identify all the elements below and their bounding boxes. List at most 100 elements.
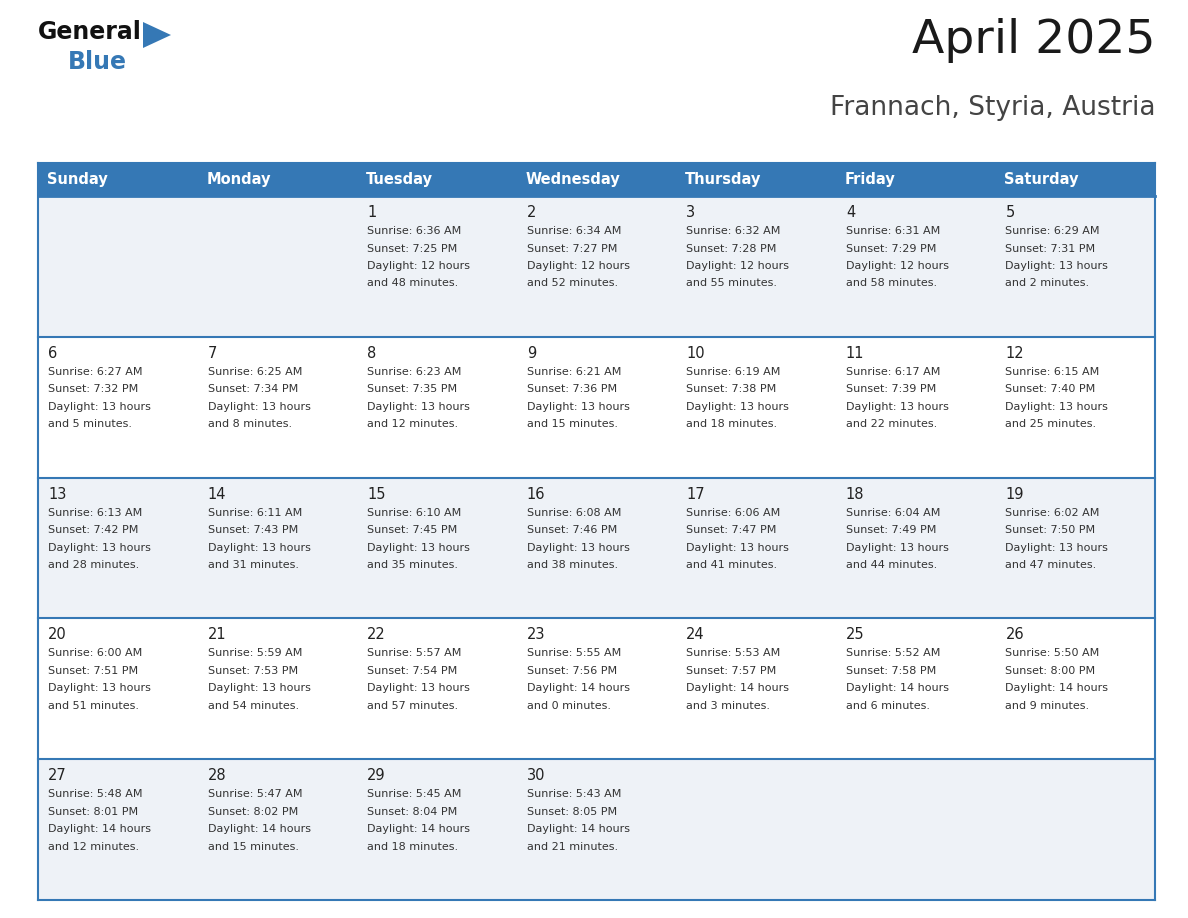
Text: Sunset: 8:05 PM: Sunset: 8:05 PM (526, 807, 617, 817)
Text: and 12 minutes.: and 12 minutes. (367, 420, 459, 430)
Text: 1: 1 (367, 205, 377, 220)
Text: 4: 4 (846, 205, 855, 220)
Text: 13: 13 (48, 487, 67, 501)
Text: Daylight: 14 hours: Daylight: 14 hours (48, 824, 151, 834)
Text: and 22 minutes.: and 22 minutes. (846, 420, 937, 430)
Text: Sunset: 7:36 PM: Sunset: 7:36 PM (526, 385, 617, 395)
Text: Sunrise: 6:31 AM: Sunrise: 6:31 AM (846, 226, 940, 236)
Text: Daylight: 14 hours: Daylight: 14 hours (846, 683, 949, 693)
Text: Sunrise: 6:17 AM: Sunrise: 6:17 AM (846, 367, 940, 376)
Text: Daylight: 14 hours: Daylight: 14 hours (208, 824, 310, 834)
Text: Daylight: 12 hours: Daylight: 12 hours (687, 261, 789, 271)
Text: and 0 minutes.: and 0 minutes. (526, 701, 611, 711)
Text: and 18 minutes.: and 18 minutes. (687, 420, 777, 430)
Text: 21: 21 (208, 627, 226, 643)
Text: and 25 minutes.: and 25 minutes. (1005, 420, 1097, 430)
Text: Sunday: Sunday (48, 172, 108, 187)
Text: Sunrise: 6:34 AM: Sunrise: 6:34 AM (526, 226, 621, 236)
Text: Sunset: 7:54 PM: Sunset: 7:54 PM (367, 666, 457, 676)
Text: Daylight: 13 hours: Daylight: 13 hours (526, 543, 630, 553)
Text: and 48 minutes.: and 48 minutes. (367, 278, 459, 288)
Text: Daylight: 13 hours: Daylight: 13 hours (48, 543, 151, 553)
Text: 24: 24 (687, 627, 704, 643)
Text: Blue: Blue (68, 50, 127, 74)
Text: Sunrise: 6:32 AM: Sunrise: 6:32 AM (687, 226, 781, 236)
Text: Saturday: Saturday (1004, 172, 1079, 187)
Text: Sunrise: 5:47 AM: Sunrise: 5:47 AM (208, 789, 302, 800)
Text: Sunset: 7:57 PM: Sunset: 7:57 PM (687, 666, 777, 676)
Text: Daylight: 13 hours: Daylight: 13 hours (367, 543, 470, 553)
Text: Daylight: 14 hours: Daylight: 14 hours (1005, 683, 1108, 693)
Text: and 6 minutes.: and 6 minutes. (846, 701, 930, 711)
Text: and 8 minutes.: and 8 minutes. (208, 420, 292, 430)
Text: Daylight: 12 hours: Daylight: 12 hours (526, 261, 630, 271)
Text: Sunset: 7:53 PM: Sunset: 7:53 PM (208, 666, 298, 676)
Text: Sunrise: 6:15 AM: Sunrise: 6:15 AM (1005, 367, 1100, 376)
Text: and 9 minutes.: and 9 minutes. (1005, 701, 1089, 711)
Text: 9: 9 (526, 346, 536, 361)
Text: Sunrise: 6:29 AM: Sunrise: 6:29 AM (1005, 226, 1100, 236)
Text: Sunset: 7:34 PM: Sunset: 7:34 PM (208, 385, 298, 395)
Text: 12: 12 (1005, 346, 1024, 361)
Text: Sunrise: 5:45 AM: Sunrise: 5:45 AM (367, 789, 461, 800)
Text: Sunrise: 5:50 AM: Sunrise: 5:50 AM (1005, 648, 1100, 658)
Text: and 38 minutes.: and 38 minutes. (526, 560, 618, 570)
Text: Daylight: 12 hours: Daylight: 12 hours (846, 261, 949, 271)
Text: and 52 minutes.: and 52 minutes. (526, 278, 618, 288)
Text: Daylight: 14 hours: Daylight: 14 hours (367, 824, 470, 834)
Text: Daylight: 13 hours: Daylight: 13 hours (687, 543, 789, 553)
Text: 11: 11 (846, 346, 865, 361)
Text: and 57 minutes.: and 57 minutes. (367, 701, 459, 711)
Bar (38, 337, 1155, 477)
Text: and 21 minutes.: and 21 minutes. (526, 842, 618, 852)
Bar (38, 477, 1155, 619)
Text: Monday: Monday (207, 172, 271, 187)
Text: Sunset: 7:58 PM: Sunset: 7:58 PM (846, 666, 936, 676)
Text: Sunrise: 6:10 AM: Sunrise: 6:10 AM (367, 508, 461, 518)
Text: Sunrise: 6:02 AM: Sunrise: 6:02 AM (1005, 508, 1100, 518)
Text: 6: 6 (48, 346, 57, 361)
Text: Sunrise: 6:13 AM: Sunrise: 6:13 AM (48, 508, 143, 518)
Text: and 15 minutes.: and 15 minutes. (208, 842, 298, 852)
Text: and 12 minutes.: and 12 minutes. (48, 842, 139, 852)
Text: 27: 27 (48, 768, 67, 783)
Text: Sunrise: 6:25 AM: Sunrise: 6:25 AM (208, 367, 302, 376)
Text: Sunset: 8:01 PM: Sunset: 8:01 PM (48, 807, 138, 817)
Text: Thursday: Thursday (685, 172, 762, 187)
Text: Sunset: 8:04 PM: Sunset: 8:04 PM (367, 807, 457, 817)
Text: 7: 7 (208, 346, 217, 361)
Text: Sunset: 8:02 PM: Sunset: 8:02 PM (208, 807, 298, 817)
Text: Sunset: 7:31 PM: Sunset: 7:31 PM (1005, 243, 1095, 253)
Text: Daylight: 13 hours: Daylight: 13 hours (846, 402, 949, 412)
Text: and 28 minutes.: and 28 minutes. (48, 560, 139, 570)
Text: Sunrise: 6:23 AM: Sunrise: 6:23 AM (367, 367, 461, 376)
Text: Sunrise: 6:06 AM: Sunrise: 6:06 AM (687, 508, 781, 518)
Text: 10: 10 (687, 346, 704, 361)
Text: General: General (38, 20, 141, 44)
Text: and 15 minutes.: and 15 minutes. (526, 420, 618, 430)
Bar (38, 196, 1155, 337)
Text: Sunrise: 6:08 AM: Sunrise: 6:08 AM (526, 508, 621, 518)
Text: Sunrise: 6:00 AM: Sunrise: 6:00 AM (48, 648, 143, 658)
Text: and 51 minutes.: and 51 minutes. (48, 701, 139, 711)
Text: Tuesday: Tuesday (366, 172, 434, 187)
Text: Sunset: 7:51 PM: Sunset: 7:51 PM (48, 666, 138, 676)
Text: Sunrise: 6:11 AM: Sunrise: 6:11 AM (208, 508, 302, 518)
Text: Daylight: 14 hours: Daylight: 14 hours (526, 824, 630, 834)
Text: Daylight: 12 hours: Daylight: 12 hours (367, 261, 470, 271)
Text: Wednesday: Wednesday (526, 172, 620, 187)
Text: 17: 17 (687, 487, 704, 501)
Text: Sunset: 7:32 PM: Sunset: 7:32 PM (48, 385, 138, 395)
Text: Sunrise: 5:55 AM: Sunrise: 5:55 AM (526, 648, 621, 658)
Text: Sunrise: 6:27 AM: Sunrise: 6:27 AM (48, 367, 143, 376)
Text: and 44 minutes.: and 44 minutes. (846, 560, 937, 570)
Text: April 2025: April 2025 (911, 18, 1155, 63)
Text: 5: 5 (1005, 205, 1015, 220)
Text: Sunrise: 5:48 AM: Sunrise: 5:48 AM (48, 789, 143, 800)
Text: Sunset: 7:43 PM: Sunset: 7:43 PM (208, 525, 298, 535)
Text: Sunrise: 6:21 AM: Sunrise: 6:21 AM (526, 367, 621, 376)
Bar (38, 163, 1155, 196)
Text: 30: 30 (526, 768, 545, 783)
Text: and 35 minutes.: and 35 minutes. (367, 560, 459, 570)
Text: 29: 29 (367, 768, 386, 783)
